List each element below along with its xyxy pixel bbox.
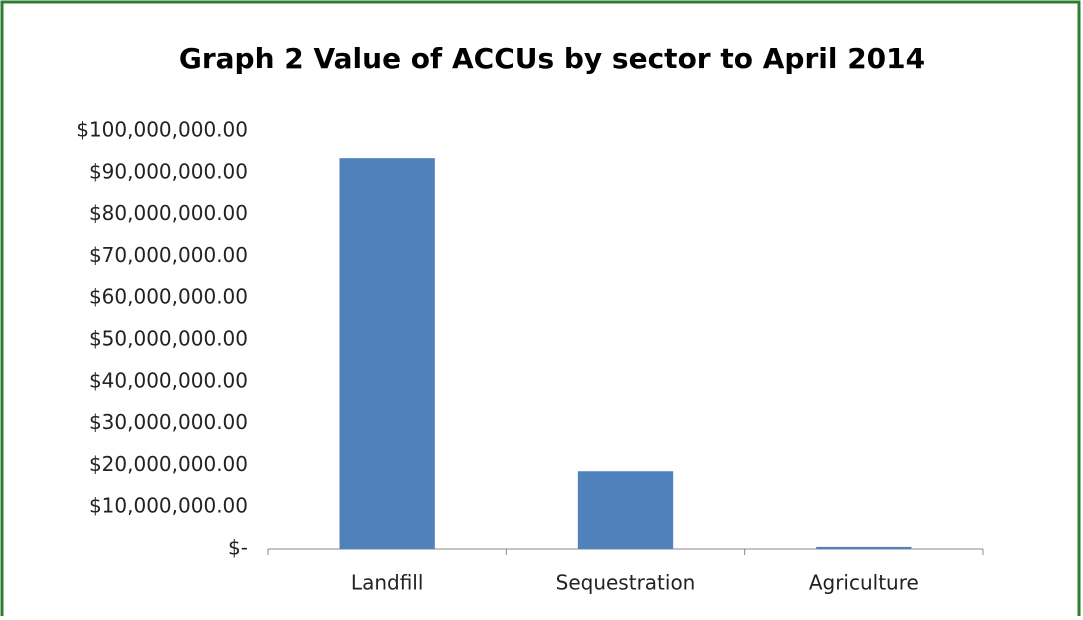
y-tick-label: $40,000,000.00 [89, 368, 248, 392]
bar [339, 158, 435, 550]
y-tick-label: $10,000,000.00 [89, 494, 248, 518]
y-tick-label: $50,000,000.00 [89, 327, 248, 351]
x-tick-label: Sequestration [556, 571, 696, 595]
y-tick-label: $60,000,000.00 [89, 285, 248, 309]
bar [577, 471, 674, 549]
x-tick-label: Landfill [351, 571, 423, 595]
chart-title: Graph 2 Value of ACCUs by sector to Apri… [179, 42, 925, 75]
y-tick-label: $20,000,000.00 [89, 452, 248, 476]
y-tick-label: $30,000,000.00 [89, 410, 248, 434]
y-tick-label: $70,000,000.00 [89, 243, 248, 267]
y-tick-label: $- [228, 536, 248, 560]
y-tick-label: $80,000,000.00 [89, 201, 248, 225]
y-tick-label: $90,000,000.00 [89, 159, 248, 183]
bar [816, 546, 912, 549]
y-tick-label: $100,000,000.00 [76, 118, 248, 142]
x-tick-label: Agriculture [809, 571, 919, 595]
